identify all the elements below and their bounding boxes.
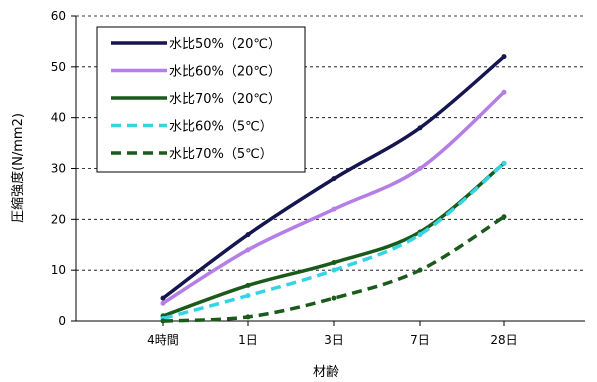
x-tick-label: 3日 bbox=[324, 333, 344, 347]
x-tick-label: 4時間 bbox=[147, 333, 179, 347]
y-tick-label: 0 bbox=[58, 314, 66, 328]
y-tick-label: 40 bbox=[51, 111, 66, 125]
legend-label-w70-5c: 水比70%（5℃） bbox=[169, 147, 273, 162]
y-tick-labels: 0 10 20 30 40 50 60 bbox=[51, 9, 66, 328]
legend: 水比50%（20℃） 水比60%（20℃） 水比70%（20℃） 水比60%（5℃） 水… bbox=[96, 26, 306, 173]
data-point-w60-20c-4 bbox=[501, 89, 507, 95]
data-point-w50-20c-2 bbox=[331, 176, 337, 182]
y-axis-label: 圧縮強度(N/mm2) bbox=[10, 113, 26, 223]
x-tick-label: 28日 bbox=[490, 333, 517, 347]
data-point-w70-5c-1 bbox=[245, 314, 251, 320]
legend-label-w60-20c: 水比60%（20℃） bbox=[169, 65, 281, 80]
data-point-w60-20c-2 bbox=[331, 206, 337, 212]
data-point-w60-20c-1 bbox=[245, 247, 251, 253]
data-point-w70-5c-0 bbox=[160, 318, 166, 324]
data-point-w50-20c-0 bbox=[160, 295, 166, 301]
legend-label-w50-20c: 水比50%（20℃） bbox=[169, 37, 281, 52]
legend-label-w70-20c: 水比70%（20℃） bbox=[169, 92, 281, 107]
y-tick-label: 10 bbox=[51, 263, 66, 277]
data-point-w70-5c-3 bbox=[417, 267, 423, 273]
data-point-w60-5c-2 bbox=[331, 267, 337, 273]
series-lines bbox=[160, 54, 507, 324]
data-point-w60-20c-0 bbox=[160, 300, 166, 306]
x-axis-label: 材齢 bbox=[313, 365, 339, 380]
legend-label-w60-5c: 水比60%（5℃） bbox=[169, 120, 273, 135]
data-point-w70-5c-2 bbox=[331, 295, 337, 301]
data-point-w70-5c-4 bbox=[501, 214, 507, 220]
data-point-w50-20c-4 bbox=[501, 54, 507, 60]
data-point-w50-20c-3 bbox=[417, 125, 423, 131]
data-point-w70-20c-2 bbox=[331, 260, 337, 266]
y-tick-label: 50 bbox=[51, 60, 66, 74]
x-tick-label: 1日 bbox=[238, 333, 258, 347]
data-point-w60-5c-1 bbox=[245, 293, 251, 299]
series-line-w70-5c bbox=[162, 215, 505, 323]
x-tick-labels: 4時間 1日 3日 7日 28日 bbox=[147, 333, 517, 347]
y-tick-label: 20 bbox=[51, 212, 66, 226]
data-point-w70-20c-1 bbox=[245, 282, 251, 288]
data-point-w60-5c-3 bbox=[417, 232, 423, 238]
data-point-w50-20c-1 bbox=[245, 232, 251, 238]
data-point-w60-20c-3 bbox=[417, 166, 423, 171]
data-point-w60-5c-4 bbox=[501, 160, 507, 166]
x-tick-label: 7日 bbox=[410, 333, 430, 347]
y-tick-label: 30 bbox=[51, 162, 66, 176]
y-tick-label: 60 bbox=[51, 9, 66, 23]
